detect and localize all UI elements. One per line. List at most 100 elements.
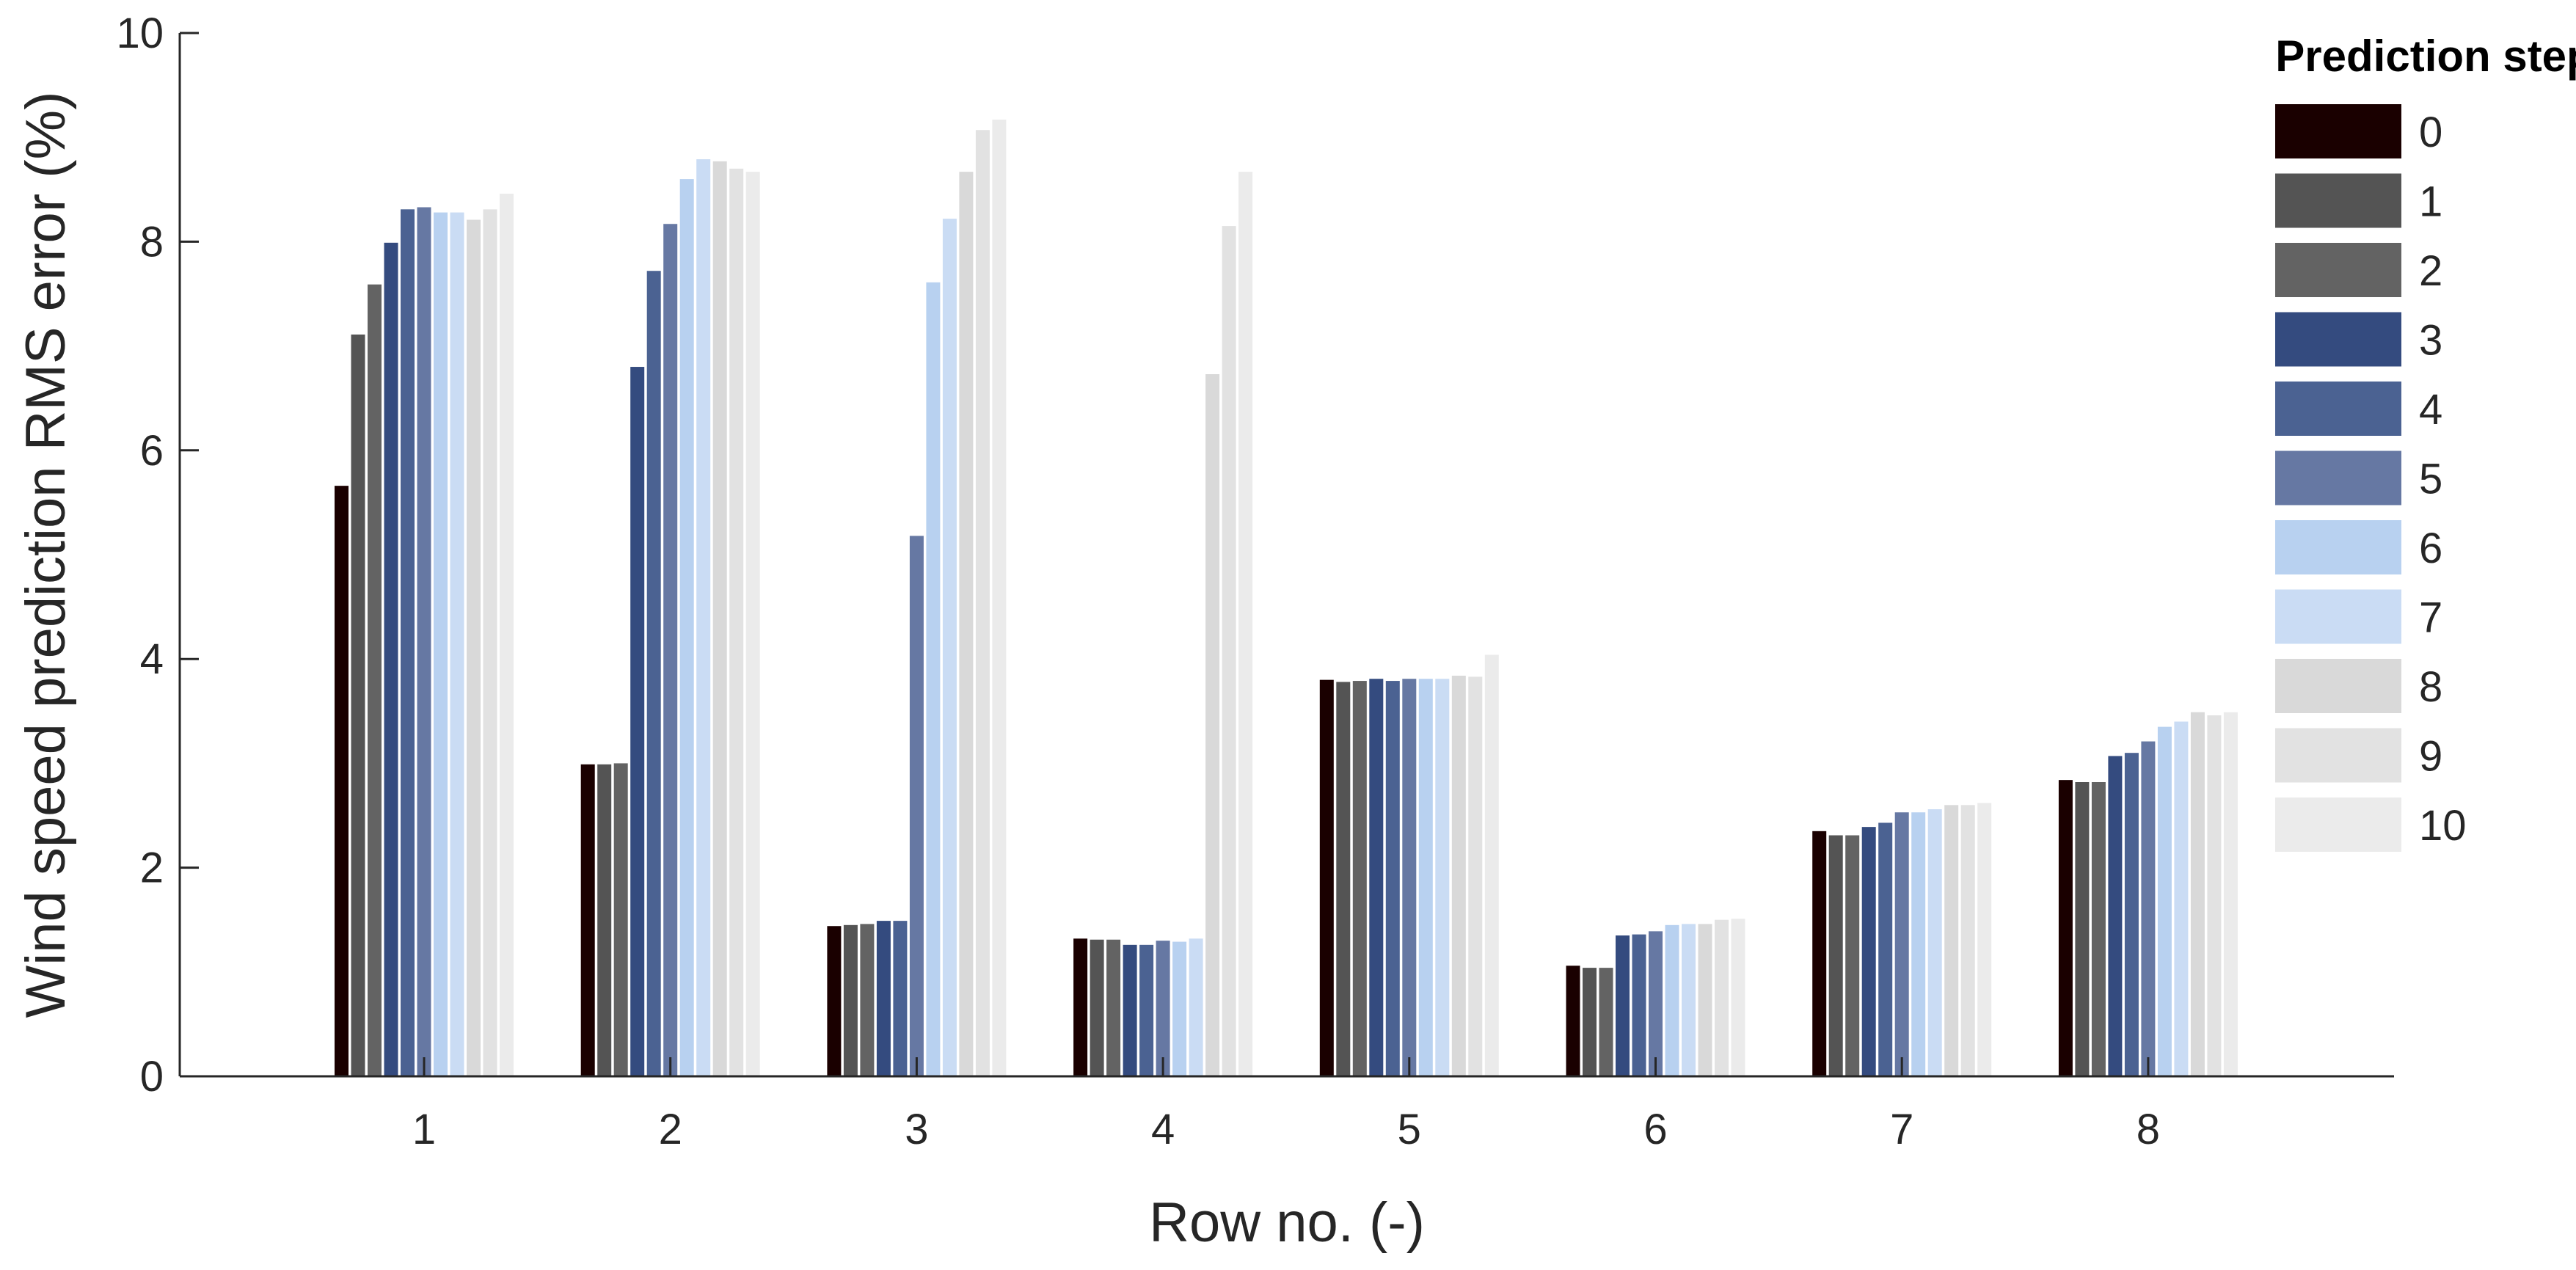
bar-row-7-step-3 bbox=[1861, 827, 1876, 1076]
bar-row-8-step-3 bbox=[2108, 756, 2123, 1076]
x-tick-label: 6 bbox=[1643, 1106, 1667, 1153]
bar-row-7-step-7 bbox=[1927, 809, 1942, 1076]
bar-row-8-step-9 bbox=[2207, 715, 2222, 1076]
bar-row-1-step-4 bbox=[401, 209, 415, 1076]
y-axis-label: Wind speed prediction RMS error (%) bbox=[15, 92, 77, 1018]
bar-row-1-step-0 bbox=[335, 486, 349, 1076]
legend: Prediction step 0 1 2 3 4 5 6 7 8 9 10 bbox=[2275, 32, 2576, 852]
bar-row-2-step-4 bbox=[646, 271, 661, 1077]
bar-row-8-step-0 bbox=[2058, 780, 2073, 1076]
bar-row-2-step-5 bbox=[663, 224, 678, 1077]
bar-row-4-step-1 bbox=[1090, 939, 1104, 1076]
y-tick-label: 2 bbox=[140, 844, 164, 892]
bar-row-7-step-9 bbox=[1960, 805, 1975, 1076]
legend-swatch-step-3 bbox=[2275, 312, 2401, 367]
bar-row-6-step-9 bbox=[1715, 919, 1729, 1076]
bar-row-7-step-0 bbox=[1812, 831, 1827, 1076]
bar-row-8-step-5 bbox=[2141, 741, 2156, 1076]
bar-row-5-step-0 bbox=[1319, 679, 1334, 1076]
bar-row-8-step-8 bbox=[2190, 712, 2205, 1076]
bar-row-2-step-1 bbox=[597, 764, 612, 1076]
x-axis-label: Row no. (-) bbox=[1149, 1191, 1425, 1254]
bar-row-2-step-7 bbox=[696, 159, 711, 1076]
bars-group bbox=[335, 120, 2238, 1077]
legend-label: 10 bbox=[2419, 802, 2467, 850]
legend-swatch-step-10 bbox=[2275, 798, 2401, 852]
bar-row-5-step-10 bbox=[1484, 654, 1499, 1076]
bar-row-8-step-6 bbox=[2157, 726, 2172, 1076]
y-tick-label: 0 bbox=[140, 1053, 164, 1101]
bar-row-1-step-6 bbox=[434, 212, 448, 1077]
legend-swatch-step-0 bbox=[2275, 104, 2401, 158]
bar-row-5-step-8 bbox=[1451, 675, 1466, 1076]
y-tick-label: 6 bbox=[140, 427, 164, 475]
bar-row-2-step-6 bbox=[679, 179, 694, 1077]
bar-row-4-step-3 bbox=[1123, 944, 1137, 1076]
legend-label: 4 bbox=[2419, 386, 2442, 434]
bar-row-3-step-3 bbox=[876, 921, 891, 1076]
legend-title: Prediction step bbox=[2275, 32, 2576, 81]
bar-row-6-step-7 bbox=[1682, 924, 1696, 1076]
bar-row-1-step-10 bbox=[500, 193, 514, 1076]
bar-row-3-step-6 bbox=[926, 282, 941, 1076]
y-tick-label: 8 bbox=[140, 218, 164, 266]
bar-row-2-step-10 bbox=[745, 172, 760, 1076]
x-tick-label: 2 bbox=[659, 1106, 682, 1153]
bar-row-5-step-6 bbox=[1418, 679, 1433, 1076]
bar-row-5-step-4 bbox=[1385, 681, 1400, 1076]
bar-row-1-step-3 bbox=[384, 242, 398, 1076]
bar-row-3-step-7 bbox=[942, 219, 957, 1076]
bar-row-8-step-7 bbox=[2174, 721, 2189, 1076]
legend-label: 8 bbox=[2419, 663, 2442, 711]
bar-row-4-step-10 bbox=[1238, 172, 1253, 1076]
x-tick-label: 8 bbox=[2137, 1106, 2160, 1153]
legend-label: 6 bbox=[2419, 525, 2442, 572]
bar-row-5-step-2 bbox=[1352, 681, 1367, 1076]
legend-swatch-step-1 bbox=[2275, 173, 2401, 228]
legend-swatch-step-2 bbox=[2275, 243, 2401, 297]
bar-row-2-step-2 bbox=[613, 763, 628, 1076]
bar-row-3-step-4 bbox=[893, 921, 908, 1076]
y-tick-label: 10 bbox=[116, 10, 164, 57]
bar-row-3-step-10 bbox=[992, 120, 1007, 1076]
legend-label: 3 bbox=[2419, 317, 2442, 365]
bar-row-6-step-0 bbox=[1566, 966, 1580, 1076]
bar-row-6-step-2 bbox=[1599, 968, 1613, 1076]
legend-label: 0 bbox=[2419, 109, 2442, 156]
bar-row-4-step-9 bbox=[1222, 226, 1236, 1076]
bar-row-2-step-9 bbox=[729, 168, 744, 1077]
legend-swatch-step-6 bbox=[2275, 520, 2401, 574]
bar-row-1-step-7 bbox=[450, 212, 464, 1077]
legend-label: 9 bbox=[2419, 733, 2442, 781]
bar-row-4-step-7 bbox=[1189, 938, 1203, 1076]
legend-swatch-step-9 bbox=[2275, 728, 2401, 783]
bar-row-1-step-8 bbox=[467, 219, 481, 1076]
bar-row-7-step-6 bbox=[1911, 812, 1926, 1076]
bar-row-6-step-6 bbox=[1665, 924, 1679, 1076]
bar-row-2-step-8 bbox=[712, 161, 727, 1076]
bar-row-2-step-3 bbox=[630, 367, 645, 1076]
bar-row-6-step-3 bbox=[1616, 935, 1630, 1076]
bar-row-6-step-4 bbox=[1632, 934, 1646, 1076]
bar-row-7-step-8 bbox=[1944, 805, 1959, 1076]
bar-row-3-step-5 bbox=[909, 536, 924, 1076]
bar-row-3-step-1 bbox=[843, 924, 858, 1076]
bar-row-7-step-2 bbox=[1845, 835, 1860, 1076]
legend-label: 1 bbox=[2419, 178, 2442, 226]
legend-label: 2 bbox=[2419, 247, 2442, 295]
bar-row-6-step-1 bbox=[1583, 968, 1597, 1076]
bar-row-1-step-1 bbox=[351, 334, 365, 1077]
bar-row-2-step-0 bbox=[580, 764, 595, 1076]
bar-row-7-step-5 bbox=[1894, 812, 1909, 1076]
bar-row-3-step-2 bbox=[860, 924, 875, 1076]
bar-row-3-step-0 bbox=[827, 926, 842, 1076]
x-tick-label: 7 bbox=[1890, 1106, 1913, 1153]
bar-row-1-step-5 bbox=[417, 207, 431, 1077]
bar-row-7-step-4 bbox=[1878, 822, 1893, 1076]
bar-row-8-step-4 bbox=[2124, 753, 2139, 1076]
x-tick-label: 3 bbox=[905, 1106, 928, 1153]
bar-row-5-step-3 bbox=[1369, 679, 1384, 1076]
legend-swatch-step-5 bbox=[2275, 450, 2401, 506]
